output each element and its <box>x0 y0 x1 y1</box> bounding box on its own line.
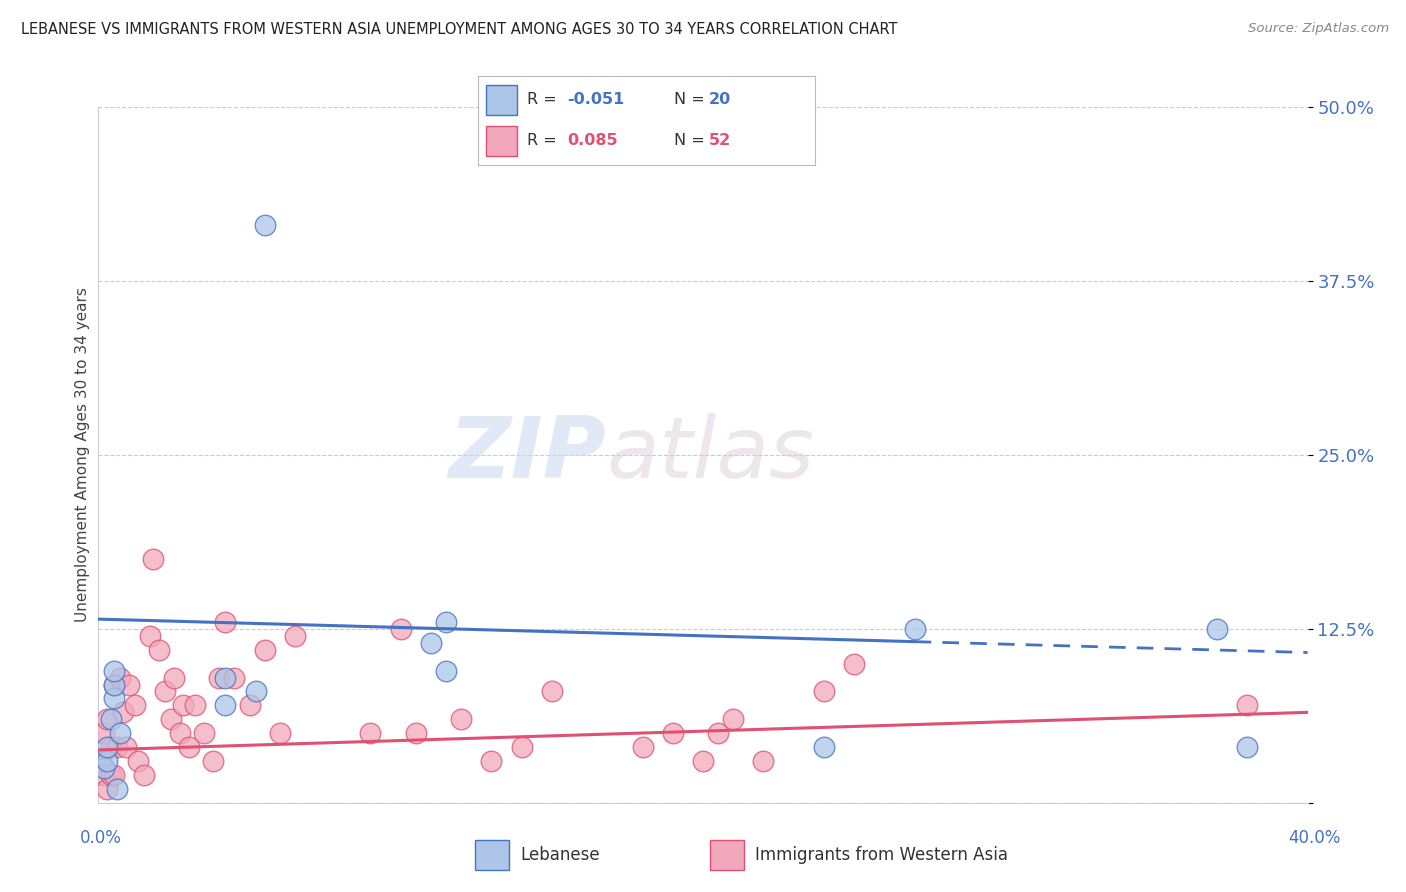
Point <box>193 726 215 740</box>
Point <box>172 698 194 713</box>
Point <box>139 629 162 643</box>
Point <box>269 726 291 740</box>
Point <box>707 726 730 740</box>
FancyBboxPatch shape <box>475 839 509 870</box>
Point <box>405 726 427 740</box>
Point <box>813 684 835 698</box>
Point <box>214 671 236 685</box>
Point <box>96 781 118 796</box>
Point <box>96 712 118 726</box>
Text: atlas: atlas <box>606 413 814 497</box>
Point <box>100 712 122 726</box>
Point <box>108 726 131 740</box>
Text: 52: 52 <box>709 134 731 148</box>
Point <box>96 754 118 768</box>
Point <box>108 671 131 685</box>
Point <box>93 761 115 775</box>
Point <box>90 754 112 768</box>
Point <box>253 219 276 233</box>
Point <box>510 740 533 755</box>
Text: N =: N = <box>673 93 710 107</box>
Point <box>132 768 155 782</box>
Point <box>1236 698 1258 713</box>
Point <box>389 622 412 636</box>
Text: LEBANESE VS IMMIGRANTS FROM WESTERN ASIA UNEMPLOYMENT AMONG AGES 30 TO 34 YEARS : LEBANESE VS IMMIGRANTS FROM WESTERN ASIA… <box>21 22 897 37</box>
Point <box>202 754 225 768</box>
Point <box>114 740 136 755</box>
Point <box>661 726 683 740</box>
Text: Lebanese: Lebanese <box>520 846 600 863</box>
Point <box>105 740 128 755</box>
Point <box>752 754 775 768</box>
Point <box>103 768 125 782</box>
Point <box>214 698 236 713</box>
Point <box>103 691 125 706</box>
Point <box>93 726 115 740</box>
Y-axis label: Unemployment Among Ages 30 to 34 years: Unemployment Among Ages 30 to 34 years <box>75 287 90 623</box>
Point <box>844 657 866 671</box>
Point <box>481 754 503 768</box>
Point <box>721 712 744 726</box>
Point <box>450 712 472 726</box>
Point <box>124 698 146 713</box>
Point <box>96 740 118 755</box>
Point <box>142 552 165 566</box>
Point <box>169 726 191 740</box>
Point <box>160 712 183 726</box>
Point <box>904 622 927 636</box>
Point <box>214 615 236 629</box>
Point <box>284 629 307 643</box>
Point <box>100 740 122 755</box>
Point <box>224 671 246 685</box>
Point <box>540 684 562 698</box>
FancyBboxPatch shape <box>486 126 517 156</box>
Point <box>103 677 125 691</box>
Point <box>1206 622 1229 636</box>
Point <box>105 781 128 796</box>
Point <box>208 671 231 685</box>
Point <box>239 698 262 713</box>
Text: 20: 20 <box>709 93 731 107</box>
Point <box>118 677 141 691</box>
Point <box>111 706 134 720</box>
Text: ZIP: ZIP <box>449 413 606 497</box>
Text: Source: ZipAtlas.com: Source: ZipAtlas.com <box>1249 22 1389 36</box>
Point <box>163 671 186 685</box>
Text: 40.0%: 40.0% <box>1288 829 1341 847</box>
Point <box>184 698 207 713</box>
Text: 0.0%: 0.0% <box>80 829 122 847</box>
FancyBboxPatch shape <box>486 85 517 115</box>
Text: 0.085: 0.085 <box>568 134 619 148</box>
Point <box>1236 740 1258 755</box>
Point <box>245 684 267 698</box>
Point <box>434 615 457 629</box>
Point <box>419 636 441 650</box>
Text: R =: R = <box>527 93 562 107</box>
Point <box>100 768 122 782</box>
Text: N =: N = <box>673 134 710 148</box>
Point <box>127 754 149 768</box>
Point <box>177 740 201 755</box>
Point <box>813 740 835 755</box>
Point <box>253 642 276 657</box>
Point <box>103 677 125 691</box>
Text: Immigrants from Western Asia: Immigrants from Western Asia <box>755 846 1008 863</box>
Point <box>93 768 115 782</box>
Text: R =: R = <box>527 134 562 148</box>
Point <box>631 740 654 755</box>
FancyBboxPatch shape <box>710 839 745 870</box>
Point <box>103 664 125 678</box>
Point <box>692 754 714 768</box>
Point <box>148 642 170 657</box>
Point <box>360 726 382 740</box>
Point <box>434 664 457 678</box>
Text: -0.051: -0.051 <box>568 93 624 107</box>
Point <box>153 684 176 698</box>
